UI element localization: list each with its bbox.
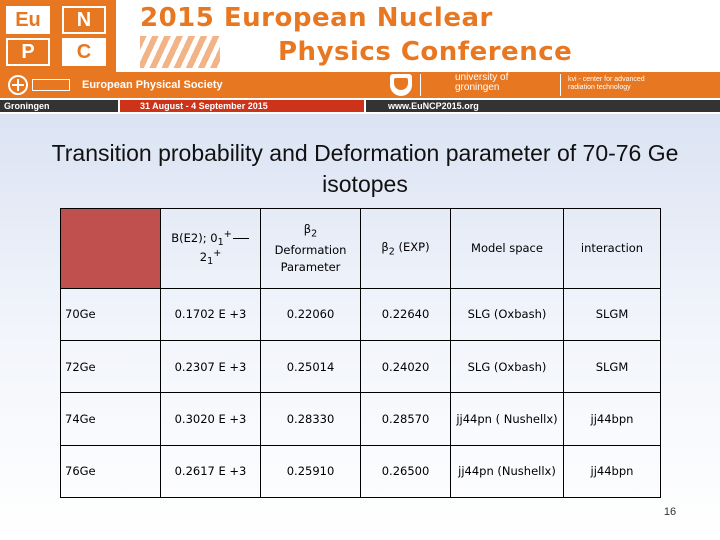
cell-interaction: SLGM bbox=[563, 287, 661, 341]
table-header-row: B(E2); 01+21+ β2 Deformation Parameter β… bbox=[60, 208, 661, 289]
sponsor-divider bbox=[560, 74, 561, 96]
cell-interaction: SLGM bbox=[563, 339, 661, 394]
cell-be2: 0.3020 E +3 bbox=[160, 392, 261, 446]
sponsor-strip bbox=[0, 72, 720, 98]
kvi-name: kvi - center for advanced radiation tech… bbox=[568, 76, 645, 91]
conference-banner: Eu N P C 2015 European Nuclear Physics C… bbox=[0, 0, 720, 114]
society-name: European Physical Society bbox=[82, 79, 223, 91]
cell-model-space: jj44pn (Nushellx) bbox=[450, 444, 564, 499]
cell-model-space: jj44pn ( Nushellx) bbox=[450, 392, 564, 446]
cell-beta2-exp: 0.26500 bbox=[360, 444, 451, 499]
cell-beta2: 0.25910 bbox=[260, 444, 361, 499]
table-row: 72Ge 0.2307 E +3 0.25014 0.24020 SLG (Ox… bbox=[60, 339, 661, 394]
university-crest-icon bbox=[390, 74, 412, 96]
header-be2: B(E2); 01+21+ bbox=[160, 208, 261, 289]
cell-interaction: jj44bpn bbox=[563, 444, 661, 499]
header-beta2-exp: β2 (EXP) bbox=[360, 208, 451, 289]
cell-beta2: 0.28330 bbox=[260, 392, 361, 446]
conference-info-bar: Groningen 31 August - 4 September 2015 w… bbox=[0, 100, 720, 112]
sponsor-divider bbox=[420, 74, 421, 96]
ge-isotopes-table: B(E2); 01+21+ β2 Deformation Parameter β… bbox=[60, 208, 661, 499]
cell-isotope: 70Ge bbox=[60, 287, 161, 341]
conference-dates: 31 August - 4 September 2015 bbox=[120, 100, 364, 112]
eps-logo-mark bbox=[32, 79, 70, 91]
university-name: university of groningen bbox=[455, 72, 509, 93]
table-row: 76Ge 0.2617 E +3 0.25910 0.26500 jj44pn … bbox=[60, 444, 661, 499]
cell-isotope: 72Ge bbox=[60, 339, 161, 394]
logo-tile-n: N bbox=[62, 6, 106, 34]
cell-beta2-exp: 0.28570 bbox=[360, 392, 451, 446]
header-beta2-deformation: β2 Deformation Parameter bbox=[260, 208, 361, 289]
eps-globe-icon bbox=[8, 75, 28, 95]
conference-location: Groningen bbox=[0, 100, 118, 112]
cell-beta2-exp: 0.22640 bbox=[360, 287, 451, 341]
page-number: 16 bbox=[663, 506, 677, 518]
cell-beta2-exp: 0.24020 bbox=[360, 339, 451, 394]
conference-title-line1: 2015 European Nuclear bbox=[140, 3, 493, 33]
cell-be2: 0.1702 E +3 bbox=[160, 287, 261, 341]
table-corner-cell bbox=[60, 208, 161, 289]
header-interaction: interaction bbox=[563, 208, 661, 289]
cell-beta2: 0.22060 bbox=[260, 287, 361, 341]
cell-isotope: 74Ge bbox=[60, 392, 161, 446]
header-model-space: Model space bbox=[450, 208, 564, 289]
cell-beta2: 0.25014 bbox=[260, 339, 361, 394]
cell-be2: 0.2617 E +3 bbox=[160, 444, 261, 499]
cell-interaction: jj44bpn bbox=[563, 392, 661, 446]
conference-title-line2: Physics Conference bbox=[278, 37, 573, 67]
cell-isotope: 76Ge bbox=[60, 444, 161, 499]
logo-tile-p: P bbox=[6, 38, 50, 66]
cell-model-space: SLG (Oxbash) bbox=[450, 339, 564, 394]
slide-title: Transition probability and Deformation p… bbox=[51, 140, 679, 197]
conference-website[interactable]: www.EuNCP2015.org bbox=[366, 100, 720, 112]
banner-hatch-decoration bbox=[140, 36, 220, 68]
transition-arrow-icon bbox=[232, 237, 249, 239]
cell-be2: 0.2307 E +3 bbox=[160, 339, 261, 394]
table-row: 70Ge 0.1702 E +3 0.22060 0.22640 SLG (Ox… bbox=[60, 287, 661, 341]
eunpc-logo: Eu N P C bbox=[0, 0, 116, 72]
cell-model-space: SLG (Oxbash) bbox=[450, 287, 564, 341]
table-row: 74Ge 0.3020 E +3 0.28330 0.28570 jj44pn … bbox=[60, 392, 661, 446]
logo-tile-eu: Eu bbox=[6, 6, 50, 34]
logo-tile-c: C bbox=[62, 38, 106, 66]
